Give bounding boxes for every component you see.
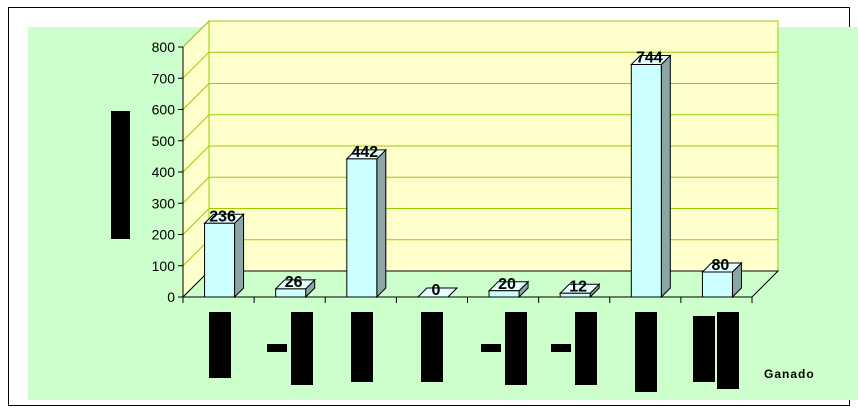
bar xyxy=(701,261,743,299)
bar-front xyxy=(204,222,236,298)
y-tick-label: 500 xyxy=(152,133,176,149)
bar xyxy=(203,213,245,299)
bar xyxy=(274,278,316,299)
bar-front xyxy=(559,292,591,298)
data-label: 0 xyxy=(431,282,440,299)
floor-layer xyxy=(181,270,780,298)
bar-front xyxy=(346,158,378,298)
y-tick-label: 400 xyxy=(152,164,176,180)
data-label: 20 xyxy=(498,276,516,293)
gridline xyxy=(182,114,778,142)
data-label: 26 xyxy=(285,274,303,291)
gridline xyxy=(182,208,778,235)
y-tick-label: 100 xyxy=(152,258,176,274)
bar xyxy=(487,280,530,299)
category-label-redaction xyxy=(575,312,597,385)
y-tick-label: 300 xyxy=(152,195,176,211)
bar-front xyxy=(488,290,520,298)
x-axis-title: Ganado xyxy=(764,367,815,381)
bar xyxy=(345,148,388,299)
category-label-redaction xyxy=(351,312,373,382)
category-label-redaction xyxy=(267,344,287,352)
bar xyxy=(558,283,601,299)
y-tick-label: 0 xyxy=(167,289,175,305)
grid-layer xyxy=(182,19,779,299)
category-label-redaction xyxy=(635,312,657,392)
bar xyxy=(630,54,672,299)
gridline xyxy=(182,20,778,48)
gridline xyxy=(182,176,778,204)
gridline xyxy=(182,145,778,173)
plot-floor xyxy=(181,270,780,298)
category-label-redaction xyxy=(209,312,231,378)
gridline xyxy=(182,51,778,79)
category-label-redaction xyxy=(481,344,501,352)
y-tick-label: 200 xyxy=(152,227,176,243)
bar-side xyxy=(234,213,245,299)
y-axis-title-redaction xyxy=(111,111,130,239)
bar-side xyxy=(376,148,387,299)
bar-side xyxy=(660,54,671,299)
bars-layer xyxy=(203,54,743,299)
y-tick-label: 800 xyxy=(152,39,176,55)
category-label-redaction xyxy=(291,312,313,385)
category-label-redaction xyxy=(551,344,571,352)
bar-front xyxy=(275,288,307,298)
bar-front xyxy=(630,64,662,298)
data-label: 744 xyxy=(636,50,663,67)
bar-front xyxy=(701,271,733,298)
bar xyxy=(416,287,459,298)
bar-top xyxy=(416,287,459,298)
data-label: 442 xyxy=(351,144,378,161)
redaction-layer xyxy=(111,111,739,392)
data-label: 12 xyxy=(569,278,587,295)
data-label: 236 xyxy=(209,208,236,225)
labels-layer: 236 26 442 0 20 12 744 80 xyxy=(209,50,729,300)
category-label-redaction xyxy=(421,312,443,382)
gridline xyxy=(182,83,778,110)
category-label-redaction xyxy=(717,312,739,389)
y-tick-label: 600 xyxy=(152,102,176,118)
category-label-redaction xyxy=(693,316,715,382)
y-tick-label: 700 xyxy=(152,70,176,86)
category-label-redaction xyxy=(505,312,527,385)
data-label: 80 xyxy=(712,257,730,274)
